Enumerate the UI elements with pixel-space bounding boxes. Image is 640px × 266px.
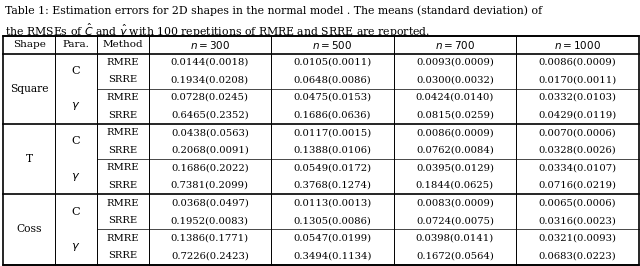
- Text: SRRE: SRRE: [108, 251, 137, 260]
- Text: 0.1952(0.0083): 0.1952(0.0083): [171, 216, 249, 225]
- Bar: [3, 36, 639, 265]
- Text: 0.0144(0.0018): 0.0144(0.0018): [171, 58, 249, 67]
- Text: T: T: [26, 154, 33, 164]
- Text: 0.3494(0.1134): 0.3494(0.1134): [293, 251, 372, 260]
- Text: $\gamma$: $\gamma$: [71, 171, 81, 183]
- Text: 0.0549(0.0172): 0.0549(0.0172): [293, 163, 371, 172]
- Text: $\gamma$: $\gamma$: [71, 241, 81, 253]
- Text: 0.0065(0.0006): 0.0065(0.0006): [539, 199, 616, 207]
- Text: C: C: [72, 66, 80, 76]
- Text: RMRE: RMRE: [106, 93, 139, 102]
- Text: 0.7226(0.2423): 0.7226(0.2423): [171, 251, 249, 260]
- Text: RMRE: RMRE: [106, 199, 139, 207]
- Text: 0.0395(0.0129): 0.0395(0.0129): [416, 163, 494, 172]
- Text: 0.0475(0.0153): 0.0475(0.0153): [293, 93, 371, 102]
- Text: 0.6465(0.2352): 0.6465(0.2352): [171, 111, 249, 120]
- Text: SRRE: SRRE: [108, 216, 137, 225]
- Text: 0.0728(0.0245): 0.0728(0.0245): [171, 93, 249, 102]
- Text: 0.0117(0.0015): 0.0117(0.0015): [293, 128, 371, 137]
- Text: 0.0170(0.0011): 0.0170(0.0011): [538, 75, 616, 84]
- Text: 0.0316(0.0023): 0.0316(0.0023): [538, 216, 616, 225]
- Text: Coss: Coss: [17, 225, 42, 234]
- Text: RMRE: RMRE: [106, 58, 139, 67]
- Text: 0.0648(0.0086): 0.0648(0.0086): [294, 75, 371, 84]
- Text: SRRE: SRRE: [108, 75, 137, 84]
- Text: 0.0683(0.0223): 0.0683(0.0223): [539, 251, 616, 260]
- Text: SRRE: SRRE: [108, 181, 137, 190]
- Text: 0.0083(0.0009): 0.0083(0.0009): [416, 199, 494, 207]
- Text: 0.0815(0.0259): 0.0815(0.0259): [416, 111, 494, 120]
- Text: SRRE: SRRE: [108, 111, 137, 120]
- Text: 0.0724(0.0075): 0.0724(0.0075): [416, 216, 494, 225]
- Text: 0.1844(0.0625): 0.1844(0.0625): [416, 181, 494, 190]
- Text: 0.0762(0.0084): 0.0762(0.0084): [416, 146, 494, 155]
- Text: Table 1: Estimation errors for 2D shapes in the normal model . The means (standa: Table 1: Estimation errors for 2D shapes…: [5, 6, 542, 16]
- Text: 0.0300(0.0032): 0.0300(0.0032): [416, 75, 494, 84]
- Text: 0.0368(0.0497): 0.0368(0.0497): [171, 199, 249, 207]
- Text: the RMSEs of $\hat{C}$ and $\hat{\gamma}$ with 100 repetitions of RMRE and SRRE : the RMSEs of $\hat{C}$ and $\hat{\gamma}…: [5, 21, 430, 40]
- Text: 0.0321(0.0093): 0.0321(0.0093): [538, 234, 616, 243]
- Text: 0.0070(0.0006): 0.0070(0.0006): [539, 128, 616, 137]
- Text: $n = 700$: $n = 700$: [435, 39, 475, 51]
- Text: 0.0093(0.0009): 0.0093(0.0009): [416, 58, 494, 67]
- Text: $\gamma$: $\gamma$: [71, 100, 81, 112]
- Text: 0.0716(0.0219): 0.0716(0.0219): [538, 181, 616, 190]
- Text: 0.0547(0.0199): 0.0547(0.0199): [293, 234, 371, 243]
- Text: 0.2068(0.0091): 0.2068(0.0091): [171, 146, 249, 155]
- Text: 0.1386(0.1771): 0.1386(0.1771): [171, 234, 249, 243]
- Text: $n = 1000$: $n = 1000$: [554, 39, 601, 51]
- Text: RMRE: RMRE: [106, 128, 139, 137]
- Text: 0.0438(0.0563): 0.0438(0.0563): [171, 128, 249, 137]
- Text: 0.0424(0.0140): 0.0424(0.0140): [416, 93, 494, 102]
- Text: Method: Method: [102, 40, 143, 49]
- Text: RMRE: RMRE: [106, 234, 139, 243]
- Text: Shape: Shape: [13, 40, 45, 49]
- Text: Para.: Para.: [63, 40, 90, 49]
- Text: 0.1686(0.2022): 0.1686(0.2022): [171, 163, 249, 172]
- Text: 0.3768(0.1274): 0.3768(0.1274): [293, 181, 371, 190]
- Text: SRRE: SRRE: [108, 146, 137, 155]
- Text: RMRE: RMRE: [106, 163, 139, 172]
- Text: 0.0334(0.0107): 0.0334(0.0107): [538, 163, 616, 172]
- Text: C: C: [72, 136, 80, 147]
- Text: $n = 500$: $n = 500$: [312, 39, 353, 51]
- Text: 0.0332(0.0103): 0.0332(0.0103): [538, 93, 616, 102]
- Text: 0.0086(0.0009): 0.0086(0.0009): [539, 58, 616, 67]
- Text: 0.1672(0.0564): 0.1672(0.0564): [416, 251, 494, 260]
- Text: 0.1686(0.0636): 0.1686(0.0636): [294, 111, 371, 120]
- Text: 0.0429(0.0119): 0.0429(0.0119): [538, 111, 616, 120]
- Text: 0.1305(0.0086): 0.1305(0.0086): [294, 216, 371, 225]
- Text: 0.0105(0.0011): 0.0105(0.0011): [293, 58, 371, 67]
- Text: 0.0398(0.0141): 0.0398(0.0141): [416, 234, 494, 243]
- Text: 0.1934(0.0208): 0.1934(0.0208): [171, 75, 249, 84]
- Text: C: C: [72, 207, 80, 217]
- Text: 0.7381(0.2099): 0.7381(0.2099): [171, 181, 249, 190]
- Text: Square: Square: [10, 84, 49, 94]
- Text: 0.0328(0.0026): 0.0328(0.0026): [539, 146, 616, 155]
- Text: 0.0086(0.0009): 0.0086(0.0009): [416, 128, 494, 137]
- Text: 0.0113(0.0013): 0.0113(0.0013): [293, 199, 371, 207]
- Text: 0.1388(0.0106): 0.1388(0.0106): [293, 146, 371, 155]
- Text: $n = 300$: $n = 300$: [189, 39, 230, 51]
